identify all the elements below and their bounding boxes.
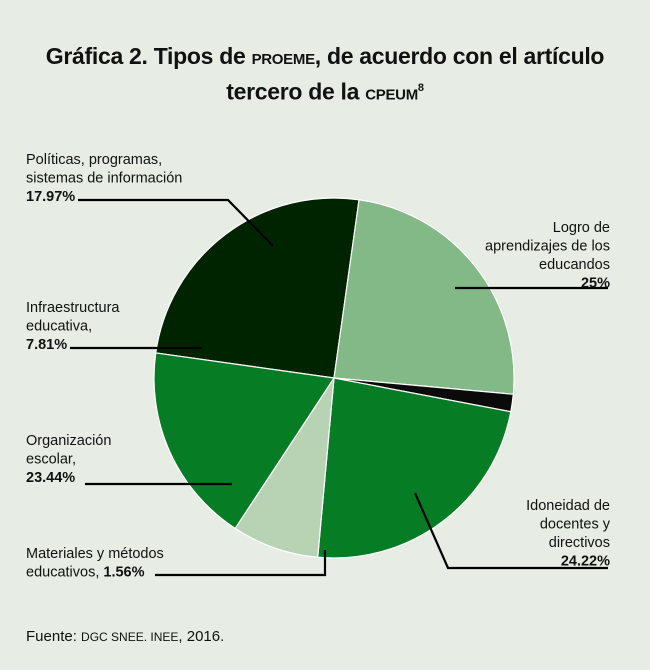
slice-label-line: Materiales y métodos (26, 546, 164, 562)
slice-label-line: sistemas de información (26, 171, 182, 187)
slice-label: Organización escolar, 23.44% (26, 433, 111, 486)
slice-label-line: docentes y (540, 517, 611, 533)
slice-label-line: Logro de (553, 220, 610, 236)
title-line-1: Gráfica 2. Tipos de PROEME, de acuerdo c… (0, 42, 650, 74)
slice-label-line: Políticas, programas, (26, 152, 162, 168)
title-acronym: CPEUM (365, 86, 418, 104)
title-line-2: tercero de la CPEUM8 (0, 74, 650, 110)
source-note: Fuente: DGC SNEE. INEE, 2016. (26, 628, 224, 645)
slice-value: 23.44% (26, 470, 75, 486)
slice-value: 1.56% (103, 565, 144, 581)
title-acronym: PROEME (251, 51, 316, 68)
slice-value: 25% (581, 276, 610, 292)
slice-value: 24.22% (561, 554, 610, 570)
title-footnote: 8 (417, 82, 424, 94)
slice-label: Idoneidad de docentes y directivos 24.22% (526, 498, 611, 570)
slice-label-line: escolar, (26, 452, 76, 468)
slice-label: Infraestructura educativa, 7.81% (26, 300, 120, 353)
slice-label-line: educandos (539, 257, 610, 273)
slice-label-line: Infraestructura (26, 300, 120, 316)
slice-label-line: aprendizajes de los (485, 239, 610, 255)
title-text: Gráfica 2. Tipos de (45, 43, 252, 69)
slice-label-line: educativos, 1.56% (26, 565, 145, 581)
leader-line (78, 198, 274, 247)
slice-value: 7.81% (26, 337, 67, 353)
chart-title: Gráfica 2. Tipos de PROEME, de acuerdo c… (0, 42, 650, 110)
slice-label: Materiales y métodos educativos, 1.56% (26, 546, 164, 581)
leader-line (155, 550, 327, 577)
slice-value: 17.97% (26, 189, 75, 205)
source-prefix: Fuente: (26, 628, 82, 645)
slice-label-line: educativa, (26, 319, 92, 335)
slice-label-line: Organización (26, 433, 111, 449)
source-year: , 2016. (178, 628, 225, 645)
slice-label: Logro de aprendizajes de los educandos 25% (485, 220, 610, 292)
title-text: tercero de la (226, 78, 366, 105)
source-org: DGC SNEE. INEE (81, 630, 179, 644)
slice-label: Políticas, programas, sistemas de informa… (26, 152, 182, 205)
slice-label-line: directivos (549, 535, 610, 551)
slice-label-line: Idoneidad de (526, 498, 610, 514)
leader-line (413, 492, 608, 570)
pie-slice (317, 377, 512, 559)
title-text: , de acuerdo con el artículo (314, 43, 605, 69)
pie-slice (333, 199, 515, 395)
pie-slice (155, 197, 360, 379)
